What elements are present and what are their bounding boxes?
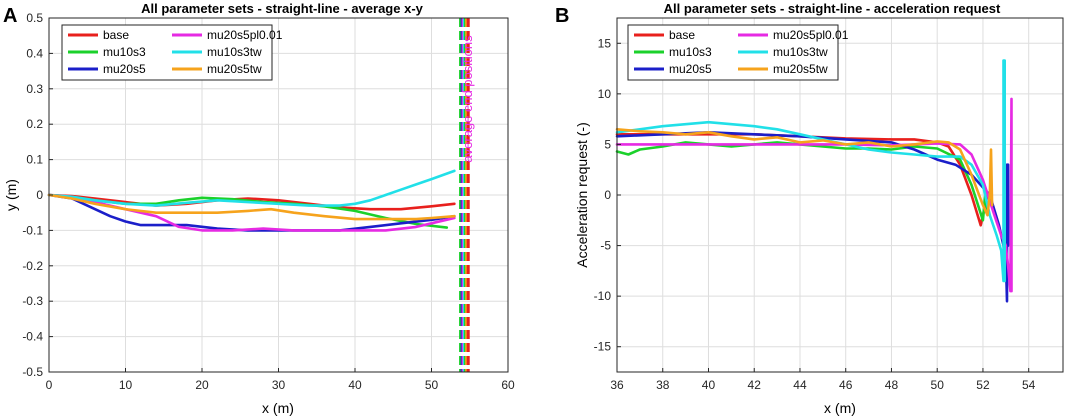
legend-label: mu20s5tw [773,62,828,76]
y-tick-label: -0.5 [22,365,43,379]
y-tick-label: 0 [36,188,43,202]
legend-label: mu10s3tw [207,45,262,59]
x-tick-label: 46 [839,378,853,392]
legend-label: mu20s5 [669,62,712,76]
x-tick-label: 52 [976,378,990,392]
y-tick-label: 0.2 [26,117,43,131]
chart-b-xlabel: x (m) [824,400,856,416]
chart-a-ylabel: y (m) [3,179,19,211]
y-tick-label: -0.3 [22,294,43,308]
panel-letter-b: B [555,5,569,27]
series-line-mu10s3tw [615,59,1007,283]
y-tick-label: 0.3 [26,82,43,96]
legend-label: base [103,28,129,42]
y-tick-label: -10 [594,289,612,303]
legend-label: mu20s5 [103,62,146,76]
series-line-mu20s5tw [615,128,994,217]
chart-b: B All parameter sets - straight-line - a… [555,1,1064,416]
y-tick-label: -0.4 [22,330,43,344]
x-tick-label: 20 [195,378,209,392]
series-line-mu10s3 [615,141,989,222]
series-line-mu10s3tw [47,169,456,207]
y-tick-label: 0 [604,188,611,202]
legend-label: mu10s3 [669,45,712,59]
x-tick-label: 42 [748,378,762,392]
y-tick-label: 0.4 [26,46,43,60]
legend-label: mu20s5tw [207,62,262,76]
y-tick-label: 10 [598,87,612,101]
chart-a-xlabel: x (m) [262,400,294,416]
chart-a-title: All parameter sets - straight-line - ave… [141,1,424,16]
legend-label: mu20s5pl0.01 [773,28,849,42]
y-tick-label: 0.5 [26,11,43,25]
x-tick-label: 54 [1022,378,1036,392]
x-tick-label: 10 [119,378,133,392]
y-tick-label: -5 [600,239,611,253]
y-tick-label: 0.1 [26,153,43,167]
chart-b-ylabel: Acceleration request (-) [574,122,590,268]
series-line-mu20s5tw [47,193,456,221]
chart-b-title: All parameter sets - straight-line - acc… [664,1,1001,16]
series-line-mu20s5pl0-01 [615,97,1013,293]
x-tick-label: 40 [702,378,716,392]
chart-a: A All parameter sets - straight-line - a… [3,1,515,416]
x-tick-label: 40 [348,378,362,392]
x-tick-label: 48 [885,378,899,392]
x-tick-label: 60 [501,378,515,392]
legend-label: base [669,28,695,42]
legend-label: mu10s3 [103,45,146,59]
x-tick-label: 38 [656,378,670,392]
y-tick-label: 15 [598,36,612,50]
panel-letter-a: A [3,5,17,27]
x-tick-label: 30 [272,378,286,392]
x-tick-label: 50 [931,378,945,392]
series-line-mu20s5 [615,131,1010,303]
chart-a-annotation: average end positions [460,35,475,163]
y-tick-label: -0.2 [22,259,43,273]
x-tick-label: 36 [610,378,624,392]
legend-label: mu20s5pl0.01 [207,28,283,42]
x-tick-label: 0 [46,378,53,392]
y-tick-label: 5 [604,137,611,151]
y-tick-label: -15 [594,340,612,354]
x-tick-label: 44 [793,378,807,392]
series-line-base [47,193,456,211]
series-line-mu20s5 [47,193,456,232]
x-tick-label: 50 [425,378,439,392]
y-tick-label: -0.1 [22,223,43,237]
legend-label: mu10s3tw [773,45,828,59]
